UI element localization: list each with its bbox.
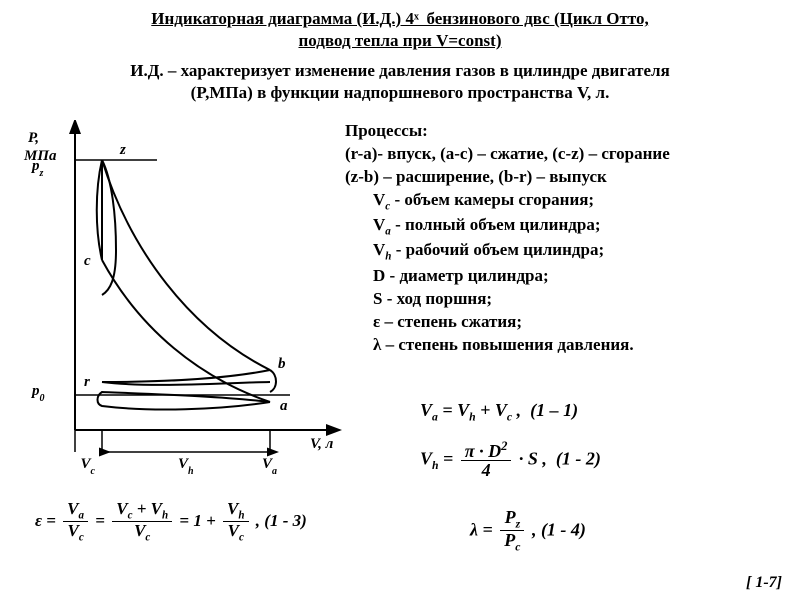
title-line2: подвод тепла при V=const) bbox=[298, 31, 501, 50]
def-lam: λ – степень повышения давления. bbox=[373, 334, 795, 357]
svg-text:Vh: Vh bbox=[178, 456, 194, 477]
svg-text:a: a bbox=[280, 398, 288, 414]
equation-lambda: λ = PzPc , (1 - 4) bbox=[470, 508, 586, 555]
svg-text:Vc: Vc bbox=[81, 456, 96, 477]
def-vh: Vh - рабочий объем цилиндра; bbox=[373, 239, 795, 264]
svg-text:Va: Va bbox=[262, 456, 277, 477]
processes-line2: (z-b) – расширение, (b-r) – выпуск bbox=[345, 166, 795, 189]
title-line1: Индикаторная диаграмма (И.Д.) 4ˣ бензино… bbox=[151, 9, 648, 28]
svg-text:z: z bbox=[119, 142, 126, 158]
page: Индикаторная диаграмма (И.Д.) 4ˣ бензино… bbox=[0, 0, 800, 600]
equation-eps: ε = VaVc = Vc + VhVc = 1 + VhVc , (1 - 3… bbox=[35, 500, 355, 544]
def-vc: Vc - объем камеры сгорания; bbox=[373, 189, 795, 214]
svg-text:МПа: МПа bbox=[23, 148, 57, 164]
processes-header: Процессы: bbox=[345, 120, 795, 143]
title: Индикаторная диаграмма (И.Д.) 4ˣ бензино… bbox=[0, 8, 800, 52]
equation-va: Va = Vh + Vc , (1 – 1) bbox=[420, 400, 578, 424]
subtitle: И.Д. – характеризует изменение давления … bbox=[0, 60, 800, 104]
legend: Процессы: (r-a)- впуск, (a-c) – сжатие, … bbox=[345, 120, 795, 356]
def-va: Va - полный объем цилиндра; bbox=[373, 214, 795, 239]
svg-text:P,: P, bbox=[28, 130, 39, 146]
subtitle-line2: (P,МПа) в функции надпоршневого простран… bbox=[191, 83, 610, 102]
def-s: S - ход поршня; bbox=[373, 288, 795, 311]
svg-text:V, л: V, л bbox=[310, 436, 334, 452]
page-reference: [ 1-7] bbox=[746, 574, 782, 592]
def-d: D - диаметр цилиндра; bbox=[373, 265, 795, 288]
def-eps: ε – степень сжатия; bbox=[373, 311, 795, 334]
indicator-diagram: P,МПаV, лpzp0zcrbaVcVhVa bbox=[20, 120, 350, 480]
svg-text:b: b bbox=[278, 356, 286, 372]
equation-vh: Vh = π · D24 · S , (1 - 2) bbox=[420, 440, 601, 481]
subtitle-line1: И.Д. – характеризует изменение давления … bbox=[130, 61, 670, 80]
svg-text:r: r bbox=[84, 374, 90, 390]
processes-line1: (r-a)- впуск, (a-c) – сжатие, (c-z) – сг… bbox=[345, 143, 795, 166]
svg-text:p0: p0 bbox=[30, 383, 45, 404]
svg-text:c: c bbox=[84, 253, 91, 269]
